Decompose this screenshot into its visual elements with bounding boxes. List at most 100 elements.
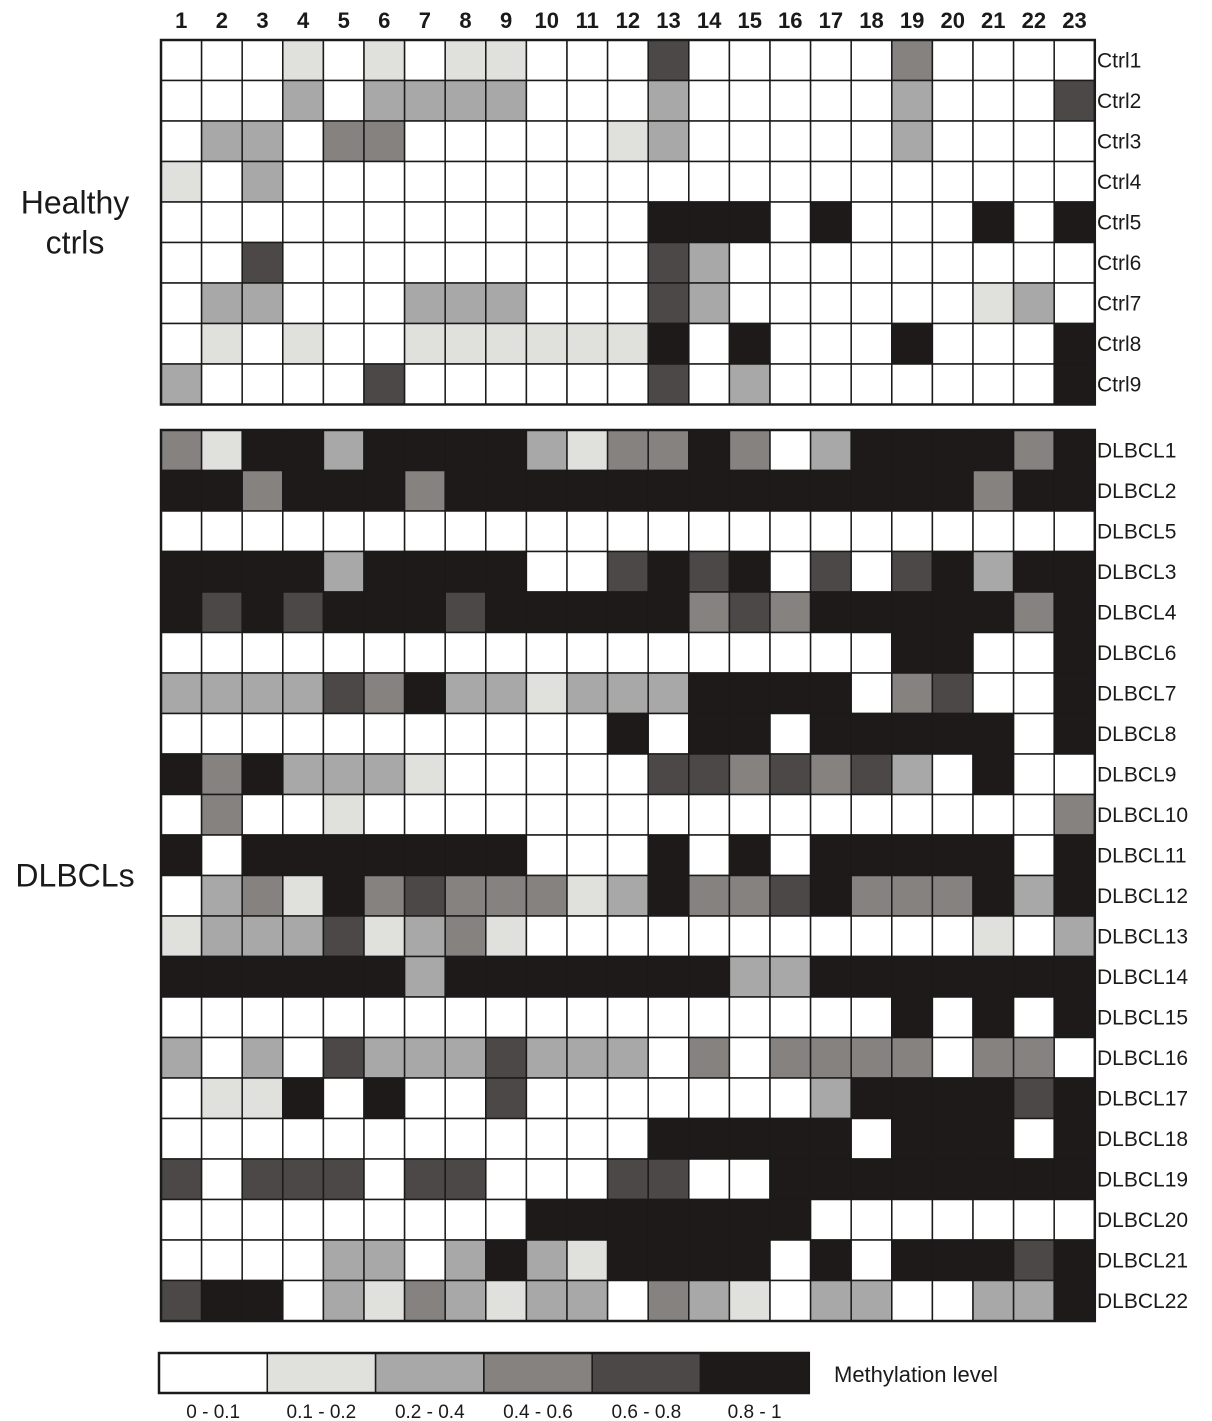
heatmap-cell: [322, 1036, 365, 1079]
heatmap-cell: [363, 915, 406, 958]
heatmap-cell: [485, 1279, 528, 1322]
heatmap-cell: [444, 672, 487, 715]
heatmap-row: [160, 322, 1096, 365]
heatmap-cell: [444, 363, 487, 406]
heatmap-cell: [160, 322, 203, 365]
legend-label: 0.6 - 0.8: [612, 1402, 682, 1421]
heatmap-cell: [728, 429, 771, 472]
heatmap-cell: [282, 1117, 325, 1160]
heatmap-cell: [444, 874, 487, 917]
heatmap-cell: [972, 1279, 1015, 1322]
heatmap-row: [160, 915, 1096, 958]
heatmap-cell: [972, 753, 1015, 796]
heatmap-cell: [891, 363, 934, 406]
heatmap-cell: [241, 241, 284, 284]
heatmap-cell: [1053, 241, 1096, 284]
heatmap-cell: [931, 241, 974, 284]
heatmap-cell: [241, 793, 284, 836]
heatmap-cell: [688, 591, 731, 634]
heatmap-cell: [1053, 201, 1096, 244]
heatmap-cell: [809, 1158, 852, 1201]
row-label: DLBCL5: [1097, 520, 1176, 543]
heatmap-cell: [322, 955, 365, 998]
heatmap-cell: [241, 282, 284, 325]
heatmap-cell: [1012, 1158, 1055, 1201]
heatmap-cell: [200, 469, 243, 512]
heatmap-cell: [850, 834, 893, 877]
heatmap-cell: [647, 1077, 690, 1120]
heatmap-cell: [363, 591, 406, 634]
heatmap-cell: [200, 1239, 243, 1282]
legend-swatches: 0 - 0.1 0.1 - 0.2 0.2 - 0.4 0.4 - 0.6 0.6 - …: [157, 1351, 811, 1421]
heatmap-cell: [485, 429, 528, 472]
heatmap-cell: [200, 753, 243, 796]
row-label: DLBCL10: [1097, 804, 1188, 827]
heatmap-cell: [1053, 915, 1096, 958]
heatmap-cell: [403, 322, 446, 365]
heatmap-cell: [769, 631, 812, 674]
heatmap-cell: [403, 550, 446, 593]
heatmap-cell: [200, 591, 243, 634]
heatmap-cell: [485, 712, 528, 755]
column-label-6: 6: [378, 8, 390, 33]
heatmap-cell: [931, 1117, 974, 1160]
row-label: DLBCL8: [1097, 723, 1176, 746]
heatmap-cell: [200, 672, 243, 715]
heatmap-cell: [241, 79, 284, 122]
heatmap-cell: [241, 510, 284, 553]
column-labels: 1 2 3 4 5 6 7 8 9 10 11 12 13 14 15 16 17 18 19 20 21 22 23: [175, 8, 1087, 33]
heatmap-cell: [688, 753, 731, 796]
heatmap-cell: [972, 1239, 1015, 1282]
heatmap-cell: [403, 672, 446, 715]
heatmap-cell: [769, 915, 812, 958]
heatmap-cell: [728, 1239, 771, 1282]
heatmap-cell: [809, 874, 852, 917]
heatmap-cell: [1053, 120, 1096, 163]
heatmap-cell: [769, 955, 812, 998]
heatmap-cell: [728, 1077, 771, 1120]
heatmap-cell: [1053, 282, 1096, 325]
heatmap-cell: [566, 1198, 609, 1241]
heatmap-cell: [525, 1239, 568, 1282]
heatmap-cell: [931, 201, 974, 244]
heatmap-cell: [200, 834, 243, 877]
heatmap-cell: [647, 712, 690, 755]
heatmap-cell: [1012, 672, 1055, 715]
heatmap-row: [160, 79, 1096, 122]
heatmap-cell: [809, 672, 852, 715]
heatmap-cell: [363, 1239, 406, 1282]
heatmap-cell: [931, 282, 974, 325]
heatmap-cell: [525, 753, 568, 796]
heatmap-row: [160, 1077, 1096, 1120]
heatmap-cell: [850, 241, 893, 284]
heatmap-row: [160, 120, 1096, 163]
heatmap-cell: [931, 1198, 974, 1241]
heatmap-cell: [809, 79, 852, 122]
heatmap-cell: [363, 1036, 406, 1079]
heatmap-cell: [931, 996, 974, 1039]
heatmap-cell: [728, 282, 771, 325]
row-label: DLBCL4: [1097, 601, 1177, 624]
heatmap-cell: [485, 322, 528, 365]
heatmap-cell: [606, 1117, 649, 1160]
heatmap-cell: [850, 1077, 893, 1120]
heatmap-cell: [241, 429, 284, 472]
heatmap-cell: [891, 1198, 934, 1241]
heatmap-cell: [728, 955, 771, 998]
heatmap-cell: [403, 955, 446, 998]
heatmap-cell: [850, 429, 893, 472]
heatmap-cell: [566, 834, 609, 877]
heatmap-cell: [363, 1279, 406, 1322]
heatmap-cell: [566, 793, 609, 836]
heatmap-cell: [241, 1279, 284, 1322]
heatmap-cell: [647, 39, 690, 82]
heatmap-cell: [891, 241, 934, 284]
heatmap-cell: [728, 1158, 771, 1201]
heatmap-cell: [282, 955, 325, 998]
column-label-21: 21: [981, 8, 1005, 33]
column-label-3: 3: [256, 8, 268, 33]
heatmap-cell: [322, 753, 365, 796]
heatmap-cell: [891, 915, 934, 958]
heatmap-cell: [160, 996, 203, 1039]
